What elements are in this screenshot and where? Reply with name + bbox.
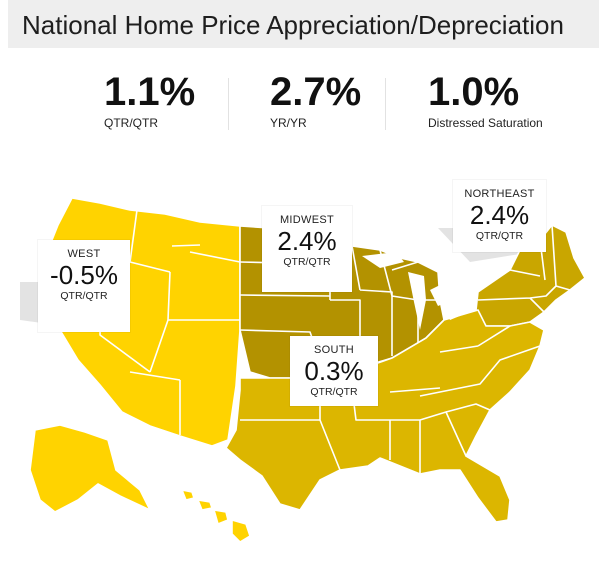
stat-label: YR/YR [270,116,307,130]
callout-west: WEST -0.5% QTR/QTR [38,240,130,332]
stat-value: 2.7% [270,70,362,114]
callout-value: 2.4% [469,200,530,230]
stat-label: Distressed Saturation [428,116,543,130]
stat-qtr-qtr: 1.1% QTR/QTR [104,70,195,130]
stat-value: 1.0% [428,70,520,114]
callout-value: 2.4% [277,226,337,256]
callout-region-name: MIDWEST [279,214,335,226]
callout-period: QTR/QTR [60,290,108,302]
callout-region-name: NORTHEAST [464,188,535,200]
stat-yr-yr: 2.7% YR/YR [270,70,361,130]
stat-distressed-saturation: 1.0% Distressed Saturation [428,70,543,130]
stat-divider [385,78,386,130]
callout-value: -0.5% [50,260,118,290]
callout-period: QTR/QTR [283,256,331,268]
header-bar [8,0,599,48]
alaska-shape [29,424,151,513]
callout-region-name: SOUTH [314,344,354,356]
callout-period: QTR/QTR [310,386,358,398]
callout-south: SOUTH 0.3% QTR/QTR [290,336,378,406]
callout-northeast: NORTHEAST 2.4% QTR/QTR [453,180,546,252]
great-lakes [362,252,474,330]
callout-value: 0.3% [304,356,364,386]
stat-label: QTR/QTR [104,116,158,130]
page-title: National Home Price Appreciation/Depreci… [22,10,564,40]
south-region-shape [225,309,545,523]
stat-divider [228,78,229,130]
stat-value: 1.1% [104,70,196,114]
callout-midwest: MIDWEST 2.4% QTR/QTR [262,206,352,292]
callout-period: QTR/QTR [475,230,524,242]
callout-region-name: WEST [67,248,101,260]
hawaii-shape [181,489,251,543]
